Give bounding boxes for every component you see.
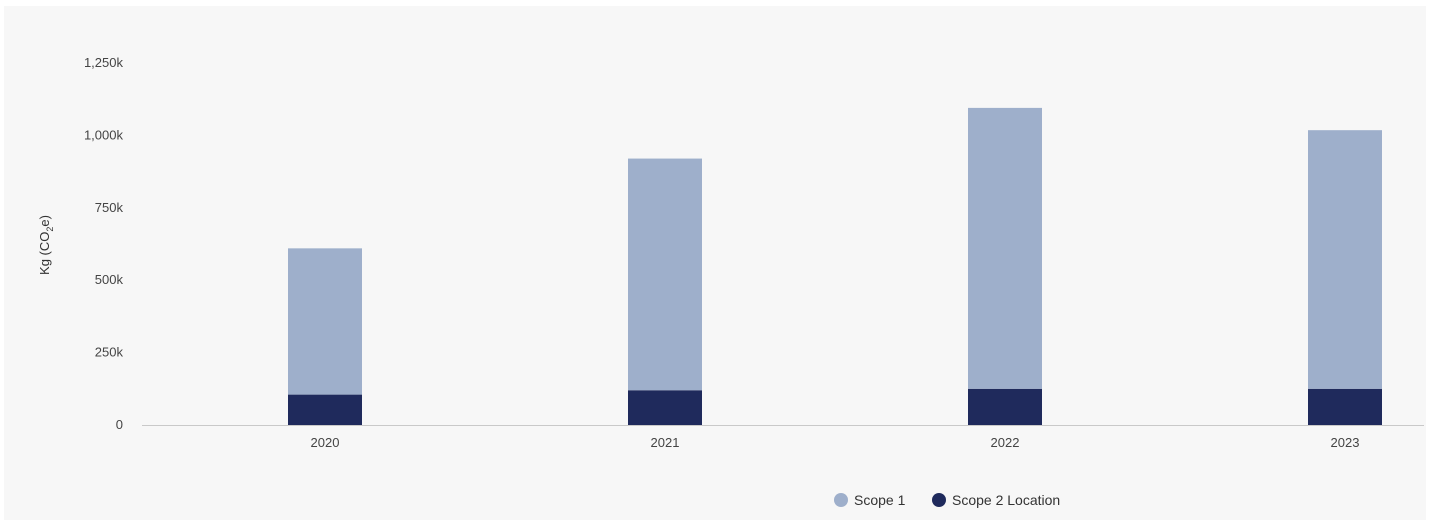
bar-2022-scope-1[interactable]: [968, 107, 1042, 389]
y-axis: 0 250k 500k 750k 1,000k 1,250k: [84, 55, 124, 432]
legend: Scope 1 Scope 2 Location: [834, 492, 1060, 508]
legend-label[interactable]: Scope 1: [854, 492, 906, 508]
bar-2023-scope-2-location[interactable]: [1308, 388, 1382, 425]
x-axis: 2020 2021 2022 2023: [311, 435, 1360, 450]
legend-label[interactable]: Scope 2 Location: [952, 492, 1060, 508]
x-tick-label: 2020: [311, 435, 340, 450]
bar-2020-scope-1[interactable]: [288, 248, 362, 395]
y-tick-label: 250k: [95, 345, 124, 360]
y-tick-label: 1,000k: [84, 127, 124, 142]
bar-2023-scope-1[interactable]: [1308, 130, 1382, 389]
bar-2021-scope-1[interactable]: [628, 158, 702, 391]
y-tick-label: 500k: [95, 272, 124, 287]
x-tick-label: 2023: [1331, 435, 1360, 450]
legend-marker: [932, 493, 946, 507]
bar-2021-scope-2-location[interactable]: [628, 390, 702, 425]
bar-group: [288, 107, 1382, 425]
y-tick-label: 750k: [95, 200, 124, 215]
y-tick-label: 1,250k: [84, 55, 124, 70]
x-tick-label: 2022: [991, 435, 1020, 450]
y-tick-label: 0: [116, 417, 123, 432]
chart-panel: [4, 6, 1426, 520]
y-axis-title: Kg (CO2e): [37, 215, 55, 275]
bar-2022-scope-2-location[interactable]: [968, 388, 1042, 425]
x-tick-label: 2021: [651, 435, 680, 450]
legend-marker: [834, 493, 848, 507]
bar-2020-scope-2-location[interactable]: [288, 394, 362, 425]
